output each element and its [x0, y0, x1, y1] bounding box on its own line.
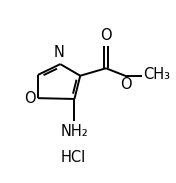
- Text: O: O: [120, 76, 132, 92]
- Text: O: O: [100, 28, 112, 43]
- Text: NH₂: NH₂: [61, 124, 88, 139]
- Text: HCl: HCl: [60, 150, 85, 165]
- Text: CH₃: CH₃: [143, 67, 170, 82]
- Text: N: N: [54, 45, 65, 60]
- Text: O: O: [24, 91, 35, 106]
